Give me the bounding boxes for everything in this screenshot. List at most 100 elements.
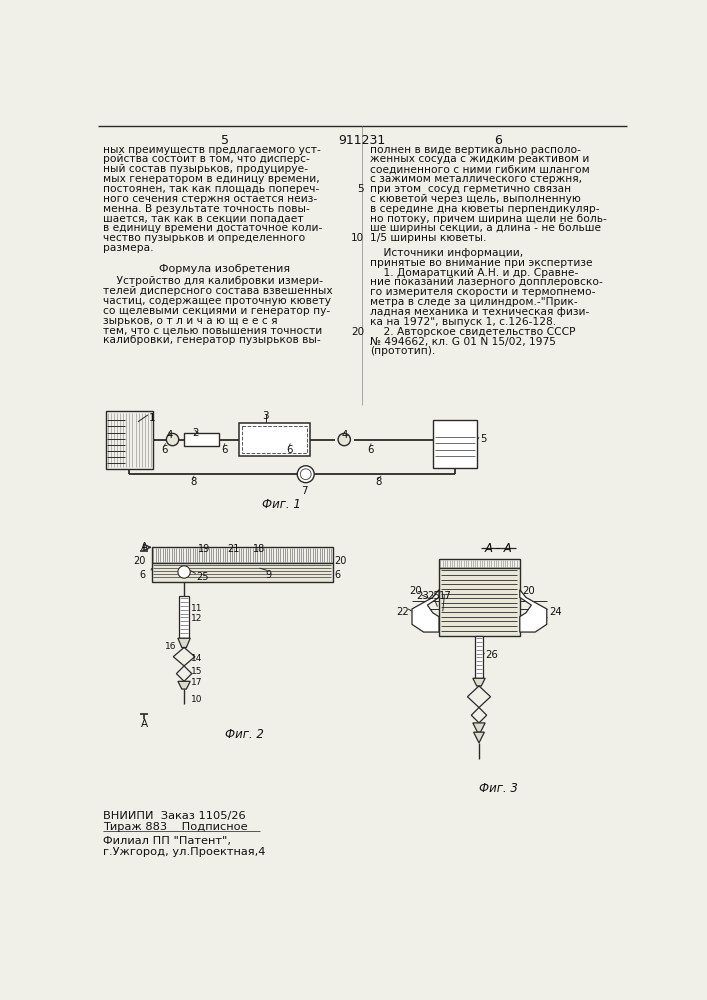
Text: ВНИИПИ  Заказ 1105/26: ВНИИПИ Заказ 1105/26 (103, 811, 246, 821)
Circle shape (178, 566, 190, 578)
Text: ладная механика и техническая физи-: ладная механика и техническая физи- (370, 307, 589, 317)
Text: 5: 5 (481, 434, 487, 444)
Text: 18: 18 (253, 544, 266, 554)
Text: 4: 4 (342, 430, 349, 440)
Text: 17: 17 (191, 678, 202, 687)
Text: 5: 5 (221, 134, 229, 147)
Text: принятые во внимание при экспертизе: принятые во внимание при экспертизе (370, 258, 592, 268)
Text: Фиг. 2: Фиг. 2 (225, 728, 264, 741)
Text: 6: 6 (334, 570, 340, 580)
Text: постоянен, так как площадь попереч-: постоянен, так как площадь попереч- (103, 184, 320, 194)
Bar (152, 547, 333, 563)
Text: шается, так как в секции попадает: шается, так как в секции попадает (103, 214, 304, 224)
Text: (прототип).: (прототип). (370, 346, 435, 356)
Polygon shape (520, 590, 547, 632)
Text: Формула изобретения: Формула изобретения (159, 264, 291, 274)
Text: 2. Авторское свидетельство СССР: 2. Авторское свидетельство СССР (370, 327, 575, 337)
Text: размера.: размера. (103, 243, 153, 253)
Text: Источники информации,: Источники информации, (370, 248, 522, 258)
Bar (105, 411, 153, 469)
Bar (475, 636, 483, 678)
Polygon shape (178, 638, 190, 647)
Text: телей дисперсного состава взвешенных: телей дисперсного состава взвешенных (103, 286, 333, 296)
Text: Фиг. 1: Фиг. 1 (262, 498, 300, 511)
Text: 6: 6 (368, 445, 374, 455)
Text: чество пузырьков и определенного: чество пузырьков и определенного (103, 233, 305, 243)
Circle shape (166, 433, 179, 446)
Text: 22: 22 (397, 607, 409, 617)
Text: 5: 5 (358, 184, 364, 194)
Text: ние показаний лазерного допплеровско-: ние показаний лазерного допплеровско- (370, 277, 602, 287)
Polygon shape (473, 678, 485, 686)
Text: 6: 6 (494, 134, 502, 147)
Text: 2: 2 (192, 428, 199, 438)
Text: с зажимом металлического стержня,: с зажимом металлического стержня, (370, 174, 582, 184)
Text: в середине дна кюветы перпендикуляр-: в середине дна кюветы перпендикуляр- (370, 204, 600, 214)
Text: ше ширины секции, а длина - не больше: ше ширины секции, а длина - не больше (370, 223, 601, 233)
Bar (239, 423, 310, 456)
Text: 26: 26 (485, 650, 498, 660)
Text: 14: 14 (191, 654, 202, 663)
Text: Устройство для калибровки измери-: Устройство для калибровки измери- (103, 276, 323, 286)
Text: женных сосуда с жидким реактивом и: женных сосуда с жидким реактивом и (370, 154, 589, 164)
Text: тем, что с целью повышения точности: тем, что с целью повышения точности (103, 325, 322, 335)
Text: 23: 23 (416, 591, 428, 601)
Text: 3: 3 (262, 411, 269, 421)
Polygon shape (474, 732, 484, 743)
Text: 1. Домаратцкий А.Н. и др. Сравне-: 1. Домаратцкий А.Н. и др. Сравне- (370, 268, 578, 278)
Text: ный состав пузырьков, продуцируе-: ный состав пузырьков, продуцируе- (103, 164, 308, 174)
Text: 25: 25 (428, 591, 440, 601)
Text: 10: 10 (351, 233, 364, 243)
Text: менна. В результате точность повы-: менна. В результате точность повы- (103, 204, 310, 214)
Text: 20: 20 (133, 556, 146, 566)
Text: 6: 6 (286, 445, 293, 455)
Text: 20: 20 (334, 556, 346, 566)
Text: ка на 1972", выпуск 1, с.126-128.: ка на 1972", выпуск 1, с.126-128. (370, 317, 556, 327)
Text: го измерителя скорости и термопнемо-: го измерителя скорости и термопнемо- (370, 287, 595, 297)
Polygon shape (178, 681, 190, 689)
Text: 15: 15 (191, 667, 202, 676)
Text: 1/5 ширины кюветы.: 1/5 ширины кюветы. (370, 233, 486, 243)
Text: частиц, содержащее проточную кювету: частиц, содержащее проточную кювету (103, 296, 332, 306)
Text: ного сечения стержня остается неиз-: ного сечения стержня остается неиз- (103, 194, 317, 204)
Text: 20: 20 (351, 327, 364, 337)
Text: 11: 11 (191, 604, 202, 613)
Text: 21: 21 (227, 544, 240, 554)
Text: зырьков, о т л и ч а ю щ е е с я: зырьков, о т л и ч а ю щ е е с я (103, 316, 278, 326)
Text: Филиал ПП "Патент",: Филиал ПП "Патент", (103, 836, 231, 846)
Text: 17: 17 (439, 591, 452, 601)
Bar (439, 559, 520, 568)
Text: 12: 12 (191, 614, 202, 623)
Text: 4: 4 (166, 430, 173, 440)
Text: 25: 25 (197, 572, 209, 582)
Text: 16: 16 (165, 642, 176, 651)
Text: соединенного с ними гибким шлангом: соединенного с ними гибким шлангом (370, 164, 590, 174)
Text: 7: 7 (301, 486, 308, 496)
Text: калибровки, генератор пузырьков вы-: калибровки, генератор пузырьков вы- (103, 335, 321, 345)
Text: 20: 20 (409, 586, 422, 596)
Text: в единицу времени достаточное коли-: в единицу времени достаточное коли- (103, 223, 322, 233)
Text: с кюветой через щель, выполненную: с кюветой через щель, выполненную (370, 194, 580, 204)
Bar (180, 596, 189, 638)
Circle shape (297, 466, 314, 483)
Bar (184, 433, 218, 446)
Text: 6: 6 (139, 570, 146, 580)
Text: А: А (141, 719, 148, 729)
Text: мых генератором в единицу времени,: мых генератором в единицу времени, (103, 174, 320, 184)
Circle shape (338, 433, 351, 446)
Text: но потоку, причем ширина щели не боль-: но потоку, причем ширина щели не боль- (370, 214, 607, 224)
Polygon shape (412, 590, 439, 632)
Text: 1: 1 (148, 413, 156, 423)
Bar (242, 426, 307, 453)
Text: г.Ужгород, ул.Проектная,4: г.Ужгород, ул.Проектная,4 (103, 847, 266, 857)
Text: ных преимуществ предлагаемого уст-: ных преимуществ предлагаемого уст- (103, 145, 321, 155)
Text: полнен в виде вертикально располо-: полнен в виде вертикально располо- (370, 145, 580, 155)
Text: А: А (141, 542, 148, 552)
Text: Фиг. 3: Фиг. 3 (479, 782, 518, 795)
Text: 8: 8 (190, 477, 197, 487)
Polygon shape (473, 723, 485, 732)
Text: со щелевыми секциями и генератор пу-: со щелевыми секциями и генератор пу- (103, 306, 330, 316)
Text: ройства состоит в том, что дисперс-: ройства состоит в том, что дисперс- (103, 154, 310, 164)
Bar (439, 568, 520, 636)
Text: 8: 8 (375, 477, 381, 487)
